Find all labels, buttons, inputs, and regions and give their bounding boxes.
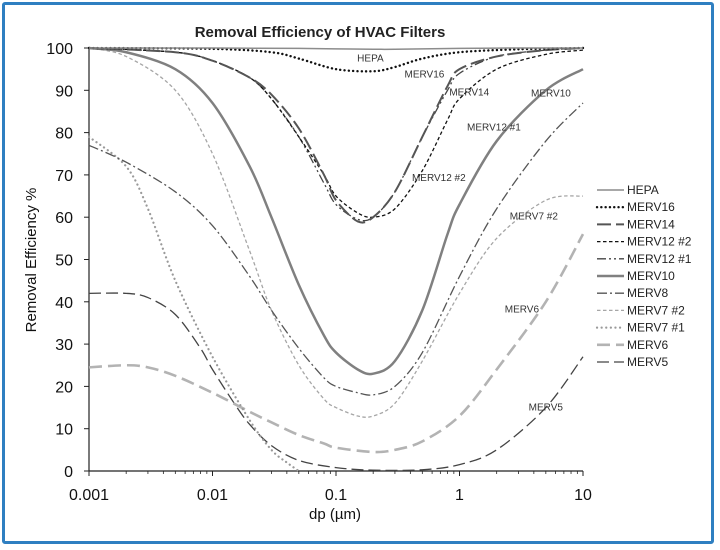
series-line-merv7-1: [87, 135, 300, 473]
legend: HEPA MERV16 MERV14 MERV12 #2 MERV12 #1 MERV10…: [595, 183, 692, 369]
x-axis-label: dp (µm): [309, 506, 361, 523]
y-axis-label: Removal Efficiency %: [23, 188, 40, 333]
y-tick-label: 50: [55, 253, 73, 270]
series-line-merv8: [88, 102, 584, 396]
y-tick-label: 10: [55, 422, 73, 439]
legend-label-merv12-2: MERV12 #2: [627, 235, 692, 249]
legend-label-merv7-1: MERV7 #1: [627, 321, 685, 335]
curve-label: MERV10: [531, 89, 571, 100]
x-tick-label: 0.1: [325, 487, 347, 504]
plot-area: 0 10 20 30 40 50 60 70 80 90 100 0.001 0.01 0.1 1 10 HEP…: [46, 41, 592, 504]
series-line-merv16: [87, 46, 585, 73]
legend-label-merv8: MERV8: [627, 286, 668, 300]
curve-label: MERV5: [529, 403, 564, 414]
legend-label-merv10: MERV10: [627, 269, 675, 283]
y-tick-label: 70: [55, 168, 73, 185]
x-tick-label: 1: [455, 487, 464, 504]
series-line-merv10: [88, 46, 584, 376]
curve-label: MERV12 #1: [467, 122, 521, 133]
legend-label-merv6: MERV6: [627, 338, 668, 352]
y-tick-label: 0: [64, 464, 73, 481]
chart-title: Removal Efficiency of HVAC Filters: [195, 24, 446, 41]
x-tick-label: 0.001: [69, 487, 109, 504]
series-line-merv14: [88, 47, 584, 224]
legend-label-hepa: HEPA: [627, 183, 659, 197]
curve-label: MERV12 #2: [412, 173, 466, 184]
y-tick-label: 20: [55, 379, 73, 396]
y-tick-label: 80: [55, 126, 73, 143]
curve-label: MERV7 #2: [510, 211, 559, 222]
x-tick-label: 10: [574, 487, 592, 504]
x-tick-label: 0.01: [197, 487, 228, 504]
legend-label-merv12-1: MERV12 #1: [627, 252, 692, 266]
y-tick-label: 40: [55, 295, 73, 312]
series-line-merv7-2: [88, 47, 584, 418]
legend-label-merv16: MERV16: [627, 200, 675, 214]
series-line-merv5: [88, 292, 584, 472]
y-tick-label: 30: [55, 337, 73, 354]
legend-label-merv7-2: MERV7 #2: [627, 303, 685, 317]
y-tick-label: 60: [55, 210, 73, 227]
curve-label: MERV14: [449, 87, 489, 98]
legend-label-merv14: MERV14: [627, 217, 675, 231]
y-tick-label: 90: [55, 83, 73, 100]
curve-label: HEPA: [357, 54, 384, 65]
legend-label-merv5: MERV5: [627, 355, 668, 369]
series-line-hepa: [88, 47, 584, 51]
curve-label: MERV6: [505, 304, 540, 315]
series-line-merv6: [88, 233, 585, 454]
series-line-merv12-1: [88, 47, 584, 222]
curve-label: MERV16: [405, 70, 445, 81]
y-tick-label: 100: [46, 41, 73, 58]
chart-frame: [2, 2, 714, 544]
